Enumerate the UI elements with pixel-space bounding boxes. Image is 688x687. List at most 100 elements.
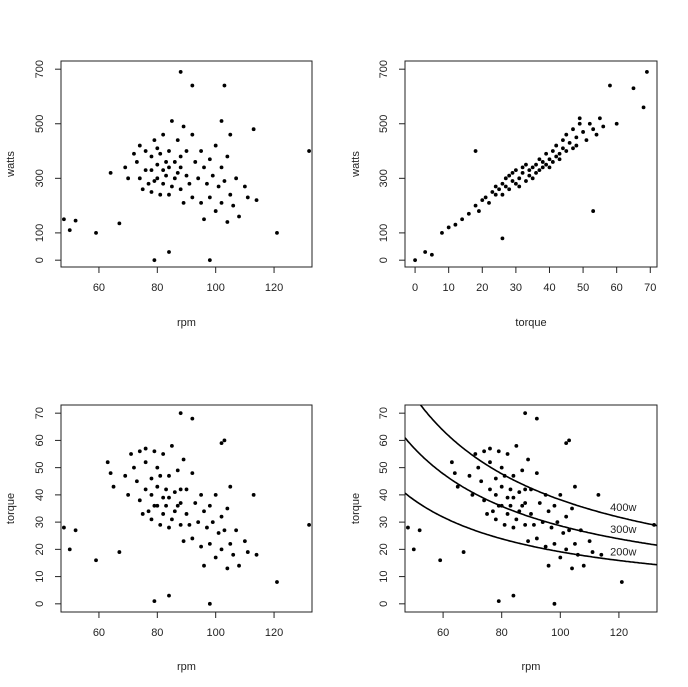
data-point bbox=[523, 411, 528, 416]
data-point bbox=[219, 119, 224, 123]
data-point bbox=[143, 168, 148, 173]
data-point bbox=[505, 495, 510, 500]
data-point bbox=[511, 473, 516, 478]
x-tick-label: 60 bbox=[93, 282, 105, 294]
data-point bbox=[596, 492, 601, 497]
data-point bbox=[460, 217, 465, 222]
data-point bbox=[181, 457, 186, 462]
data-point bbox=[213, 209, 218, 213]
data-point bbox=[132, 151, 136, 156]
data-point bbox=[461, 550, 466, 554]
data-point bbox=[496, 449, 501, 454]
data-point bbox=[196, 520, 201, 525]
y-tick-label: 100 bbox=[378, 224, 390, 242]
data-point bbox=[500, 181, 505, 186]
y-axis-label: watts bbox=[350, 151, 362, 178]
data-point bbox=[473, 203, 478, 208]
data-point bbox=[597, 116, 602, 121]
x-tick-label: 30 bbox=[510, 282, 522, 294]
data-point bbox=[137, 498, 142, 503]
data-point bbox=[564, 132, 569, 137]
data-point bbox=[170, 517, 174, 522]
data-point bbox=[631, 86, 636, 91]
data-point bbox=[470, 492, 475, 497]
data-point bbox=[508, 487, 513, 492]
data-point bbox=[557, 157, 562, 162]
y-tick-label: 300 bbox=[378, 169, 390, 187]
data-point bbox=[544, 162, 549, 167]
y-tick-label: 500 bbox=[378, 115, 390, 133]
data-point bbox=[254, 552, 259, 557]
data-point bbox=[529, 512, 533, 516]
y-tick-label: 60 bbox=[378, 434, 390, 446]
data-point bbox=[493, 517, 498, 522]
data-point bbox=[216, 184, 221, 189]
data-point bbox=[123, 473, 128, 478]
y-axis-label: torque bbox=[350, 493, 362, 524]
y-tick-label: 10 bbox=[34, 570, 46, 582]
data-point bbox=[155, 176, 160, 181]
y-tick-label: 100 bbox=[34, 224, 46, 242]
data-point bbox=[149, 168, 154, 173]
data-point bbox=[193, 501, 198, 505]
data-point bbox=[524, 179, 528, 183]
data-point bbox=[155, 503, 160, 508]
data-point bbox=[555, 520, 560, 525]
data-point bbox=[234, 528, 239, 533]
data-point bbox=[440, 230, 444, 235]
data-point bbox=[207, 542, 212, 546]
data-point bbox=[546, 563, 551, 568]
iso-power-curve bbox=[405, 492, 657, 566]
data-point bbox=[137, 449, 142, 454]
curve-label: 200w bbox=[610, 546, 636, 558]
data-point bbox=[126, 492, 131, 497]
x-tick-label: 20 bbox=[476, 282, 488, 294]
data-point bbox=[534, 536, 539, 541]
data-point bbox=[199, 492, 203, 497]
data-point bbox=[487, 200, 491, 205]
data-point bbox=[222, 179, 227, 183]
data-point bbox=[493, 184, 498, 189]
data-point bbox=[170, 443, 174, 448]
data-point bbox=[547, 165, 552, 170]
x-tick-label: 120 bbox=[265, 627, 283, 639]
y-tick-label: 20 bbox=[378, 543, 390, 555]
data-point bbox=[222, 438, 227, 443]
data-point bbox=[564, 547, 569, 552]
data-point bbox=[561, 138, 565, 143]
data-point bbox=[590, 550, 595, 554]
panel-1: 60 80 100 120 0 100 300 500 700 rpm watts bbox=[5, 60, 313, 329]
data-point bbox=[587, 539, 592, 544]
data-point bbox=[207, 503, 212, 508]
data-point bbox=[228, 542, 233, 546]
data-point bbox=[143, 149, 148, 153]
data-point bbox=[446, 225, 451, 230]
data-point bbox=[161, 181, 166, 186]
y-axis-label: torque bbox=[5, 493, 17, 524]
data-point bbox=[558, 492, 563, 497]
data-point bbox=[152, 503, 157, 508]
data-point bbox=[429, 252, 434, 257]
data-point bbox=[482, 449, 487, 454]
x-tick-label: 60 bbox=[611, 282, 623, 294]
data-point bbox=[558, 555, 563, 560]
y-tick-label: 20 bbox=[34, 543, 46, 555]
data-point bbox=[67, 228, 72, 233]
data-point bbox=[202, 165, 206, 170]
data-point bbox=[543, 544, 548, 549]
y-tick-label: 0 bbox=[378, 601, 390, 607]
data-point bbox=[520, 165, 525, 170]
data-point bbox=[547, 157, 552, 162]
data-point bbox=[117, 221, 122, 226]
data-point bbox=[473, 452, 478, 456]
data-point bbox=[476, 465, 481, 470]
data-point bbox=[527, 173, 532, 178]
data-point bbox=[67, 547, 72, 552]
data-point bbox=[573, 484, 577, 489]
y-tick-label: 10 bbox=[378, 570, 390, 582]
data-point bbox=[570, 566, 574, 571]
data-point bbox=[155, 162, 160, 167]
data-point bbox=[172, 490, 177, 495]
